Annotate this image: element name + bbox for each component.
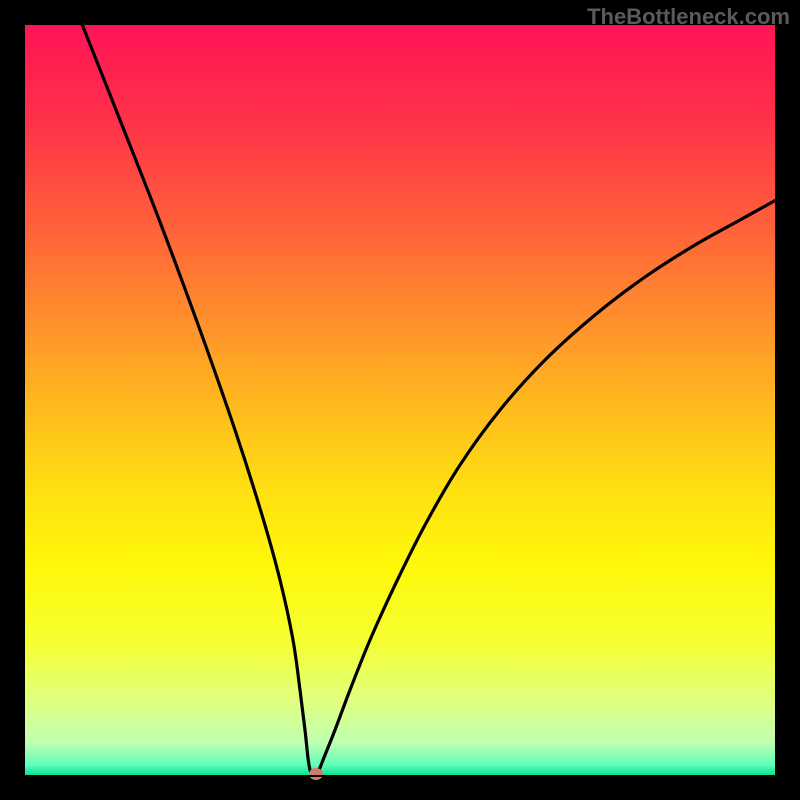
- optimal-point-marker: [309, 768, 323, 780]
- bottleneck-chart: TheBottleneck.com: [0, 0, 800, 800]
- plot-area: [24, 24, 776, 776]
- chart-svg: [0, 0, 800, 800]
- watermark-text: TheBottleneck.com: [587, 4, 790, 30]
